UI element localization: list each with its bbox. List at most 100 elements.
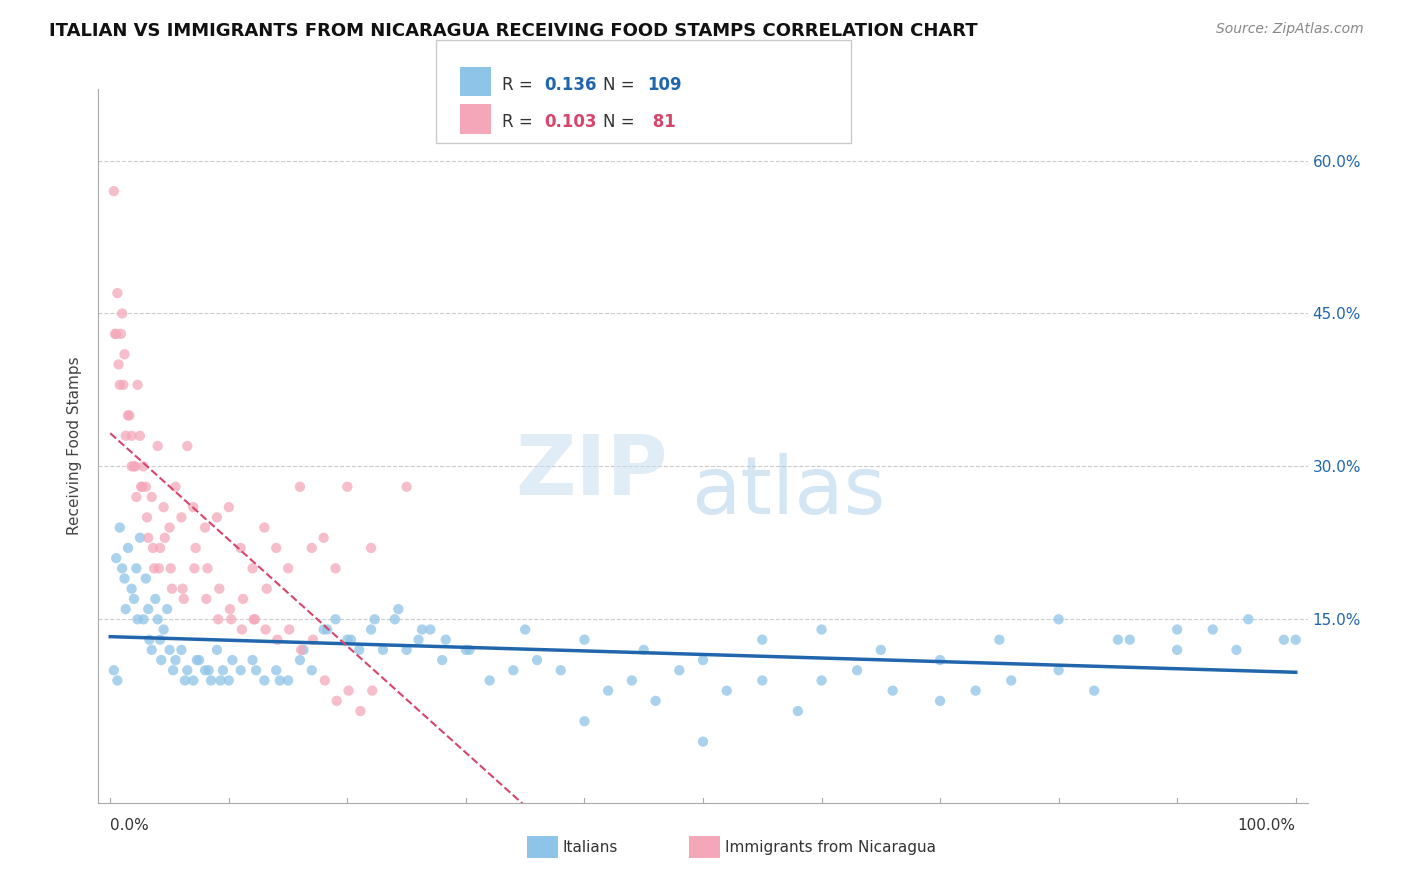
Text: R =: R =: [502, 76, 538, 94]
Point: [668, 663, 690, 677]
Point: [349, 704, 371, 718]
Point: [242, 612, 264, 626]
Point: [277, 673, 299, 688]
Point: [929, 653, 952, 667]
Point: [108, 520, 131, 534]
Point: [1202, 623, 1225, 637]
Text: 109: 109: [647, 76, 682, 94]
Point: [269, 673, 291, 688]
Point: [231, 623, 253, 637]
Point: [104, 326, 127, 341]
Point: [312, 623, 335, 637]
Point: [170, 510, 193, 524]
Point: [384, 612, 406, 626]
Point: [434, 632, 457, 647]
Point: [186, 653, 208, 667]
Point: [124, 459, 146, 474]
Point: [229, 663, 252, 677]
Point: [118, 409, 141, 423]
Point: [114, 347, 136, 361]
Point: [114, 572, 136, 586]
Text: Immigrants from Nicaragua: Immigrants from Nicaragua: [725, 840, 936, 855]
Point: [232, 591, 254, 606]
Point: [325, 612, 347, 626]
Point: [117, 409, 139, 423]
Point: [160, 582, 183, 596]
Point: [290, 643, 312, 657]
Point: [197, 561, 219, 575]
Point: [288, 653, 311, 667]
Point: [194, 663, 217, 677]
Point: [152, 623, 174, 637]
Point: [207, 612, 229, 626]
Text: N =: N =: [603, 113, 640, 131]
Point: [340, 632, 363, 647]
Point: [110, 326, 132, 341]
Point: [156, 602, 179, 616]
Point: [869, 643, 891, 657]
Point: [149, 541, 172, 555]
Point: [810, 623, 832, 637]
Point: [716, 683, 738, 698]
Point: [301, 663, 323, 677]
Point: [127, 612, 149, 626]
Point: [325, 561, 347, 575]
Point: [243, 612, 266, 626]
Point: [105, 551, 128, 566]
Point: [1047, 612, 1070, 626]
Point: [502, 663, 524, 677]
Point: [212, 663, 235, 677]
Point: [751, 673, 773, 688]
Point: [266, 632, 288, 647]
Point: [141, 490, 163, 504]
Point: [312, 531, 335, 545]
Point: [135, 480, 157, 494]
Point: [152, 500, 174, 515]
Point: [142, 541, 165, 555]
Point: [387, 602, 409, 616]
Point: [692, 653, 714, 667]
Point: [135, 572, 157, 586]
Point: [165, 480, 187, 494]
Point: [176, 439, 198, 453]
Point: [194, 520, 217, 534]
Point: [129, 531, 152, 545]
Point: [574, 714, 596, 729]
Point: [162, 663, 184, 677]
Point: [395, 480, 418, 494]
Point: [526, 653, 548, 667]
Point: [264, 541, 287, 555]
Point: [205, 510, 228, 524]
Text: 81: 81: [647, 113, 675, 131]
Point: [882, 683, 904, 698]
Point: [1237, 612, 1260, 626]
Point: [419, 623, 441, 637]
Point: [183, 561, 205, 575]
Text: 0.136: 0.136: [544, 76, 596, 94]
Point: [371, 643, 394, 657]
Point: [105, 673, 128, 688]
Point: [219, 612, 242, 626]
Point: [218, 500, 240, 515]
Point: [218, 673, 240, 688]
Point: [181, 500, 204, 515]
Point: [103, 663, 125, 677]
Point: [347, 643, 370, 657]
Point: [325, 694, 347, 708]
Point: [965, 683, 987, 698]
Point: [316, 623, 339, 637]
Point: [786, 704, 808, 718]
Point: [846, 663, 869, 677]
Point: [153, 531, 176, 545]
Point: [174, 673, 197, 688]
Point: [1000, 673, 1022, 688]
Point: [929, 694, 952, 708]
Point: [301, 541, 323, 555]
Point: [1119, 632, 1142, 647]
Point: [292, 643, 315, 657]
Point: [360, 541, 382, 555]
Point: [302, 632, 325, 647]
Point: [253, 673, 276, 688]
Point: [122, 459, 145, 474]
Point: [550, 663, 572, 677]
